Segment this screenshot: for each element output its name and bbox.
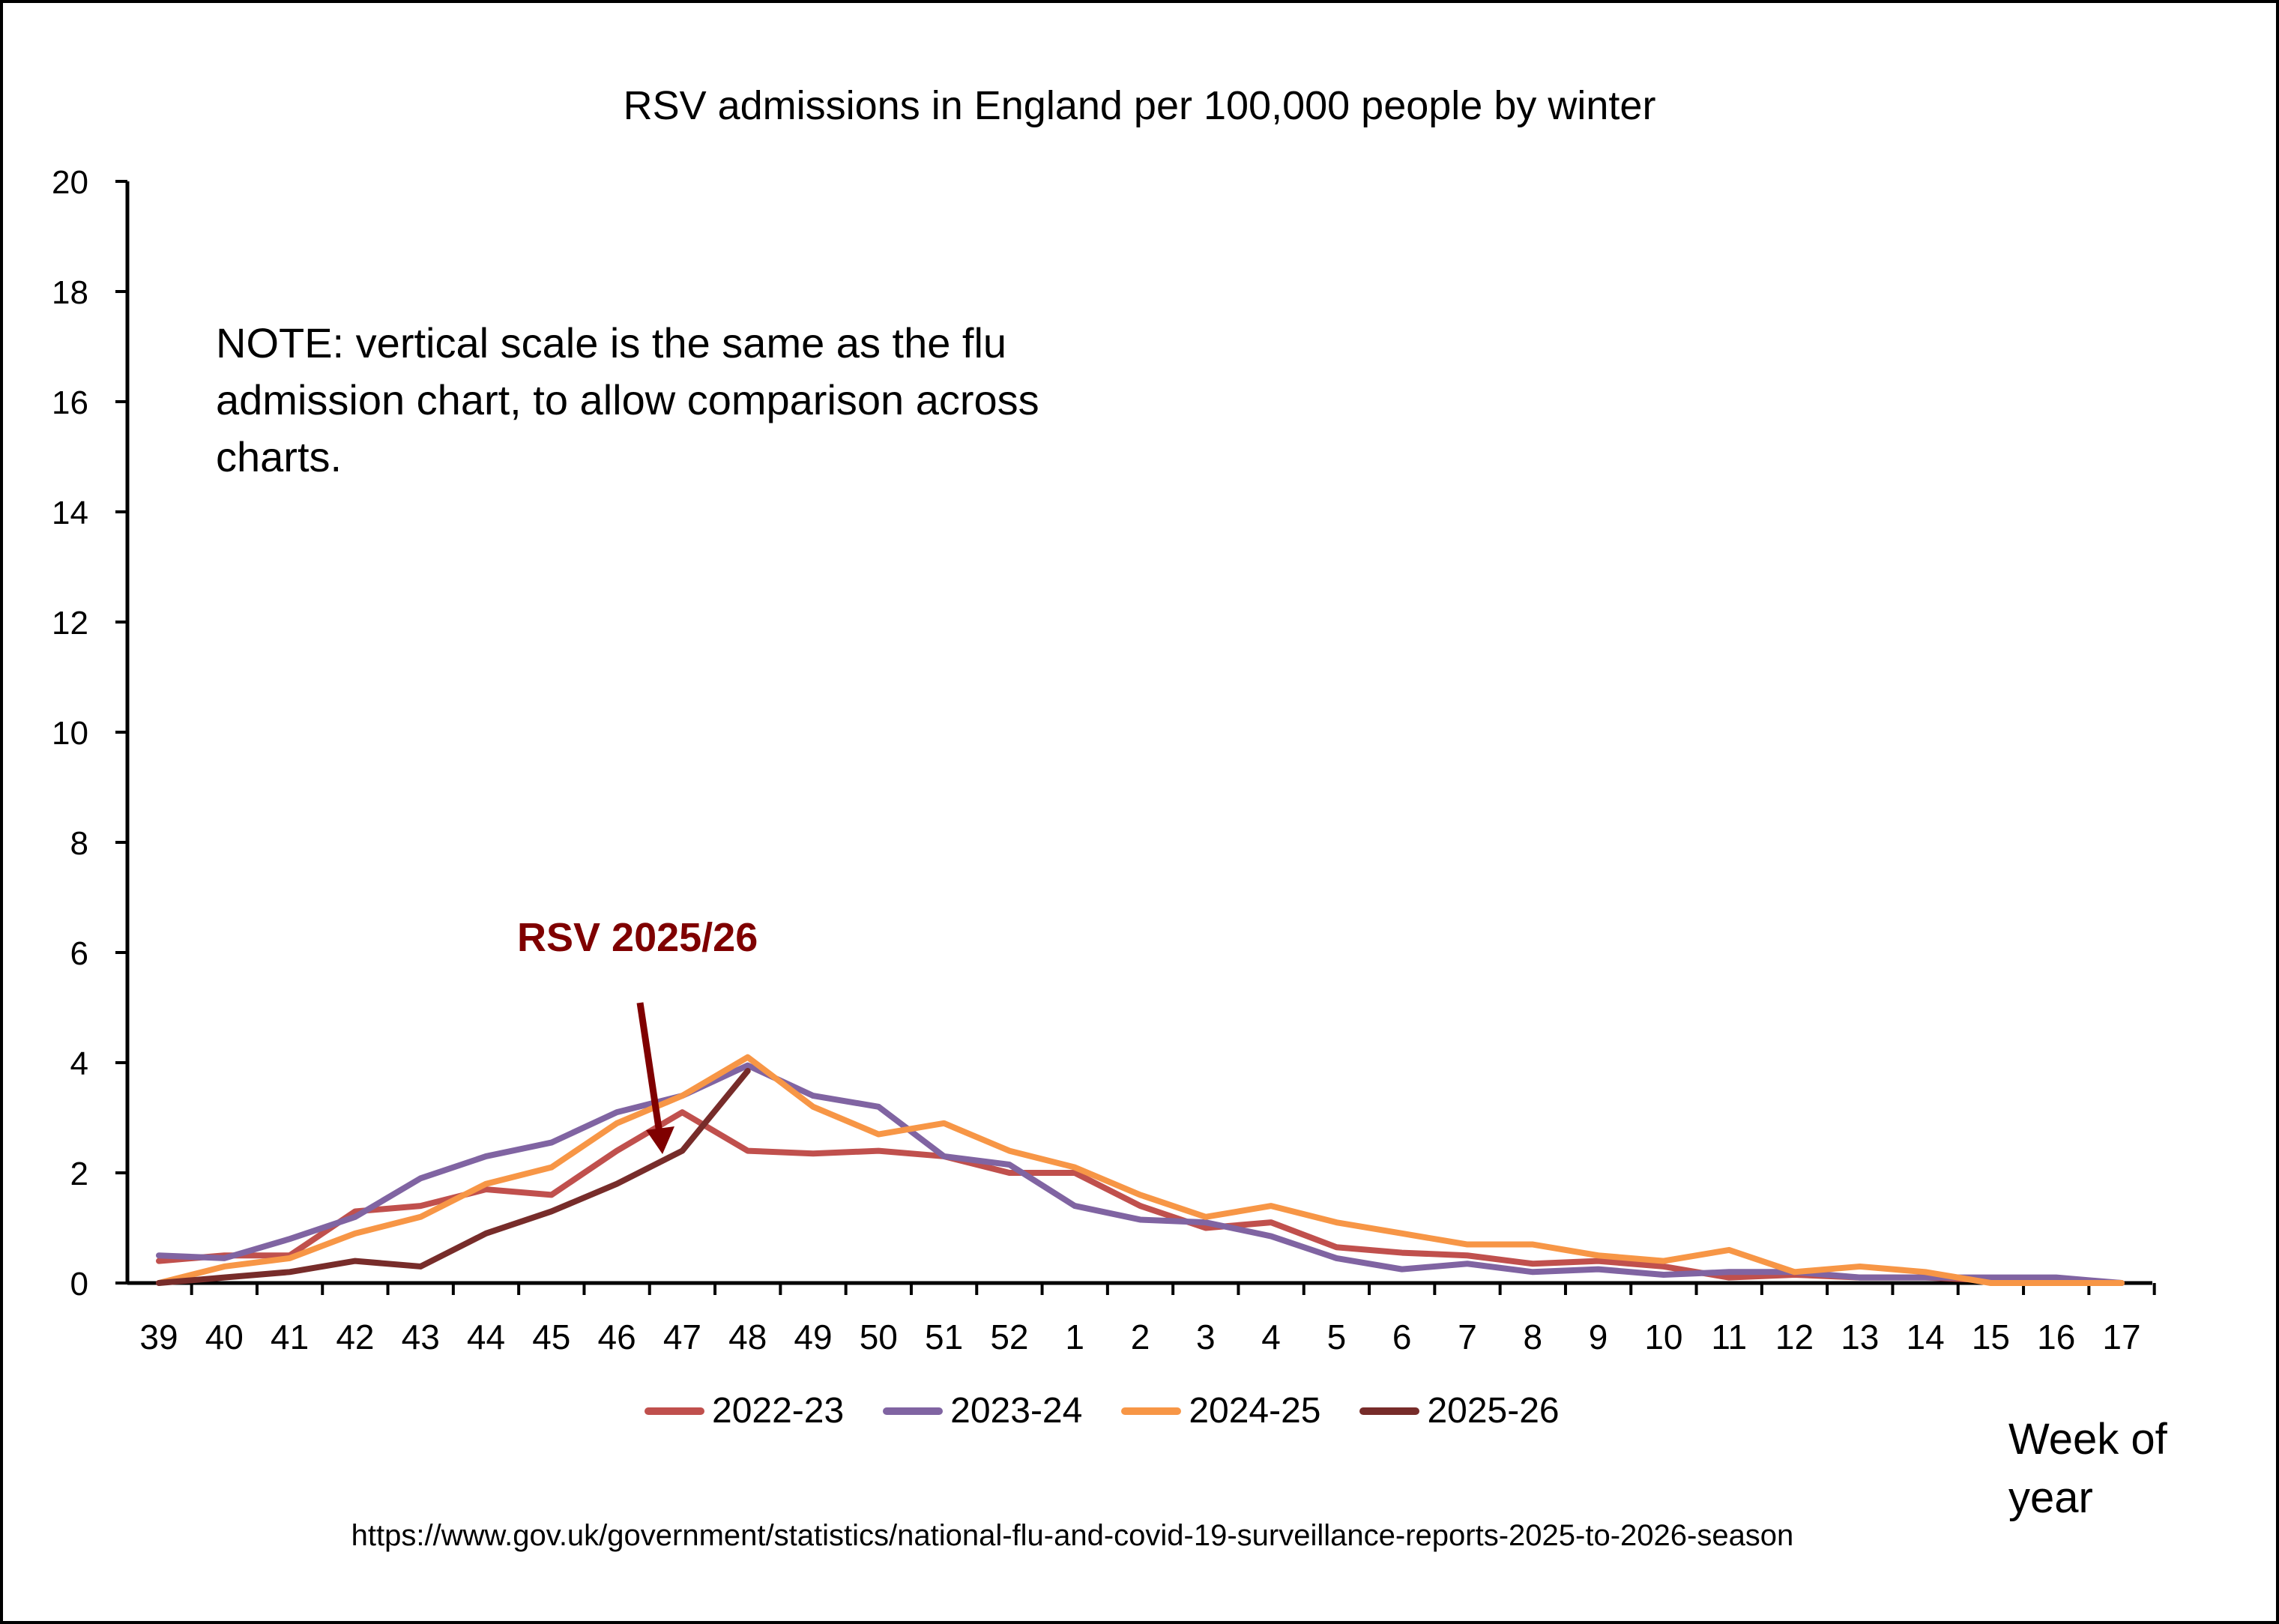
- x-tick-label: 50: [860, 1317, 898, 1356]
- x-tick-label: 48: [728, 1317, 767, 1356]
- annotation-arrow-shaft: [636, 1002, 663, 1134]
- legend-label: 2023-24: [950, 1391, 1083, 1431]
- y-tick-label: 14: [52, 495, 88, 531]
- annotation-label: RSV 2025/26: [517, 915, 758, 960]
- y-tick-label: 16: [52, 384, 88, 421]
- x-tick-label: 40: [205, 1317, 244, 1356]
- x-tick-label: 15: [1972, 1317, 2010, 1356]
- x-tick-label: 1: [1065, 1317, 1084, 1356]
- x-tick-label: 16: [2037, 1317, 2075, 1356]
- x-tick-label: 39: [139, 1317, 178, 1356]
- x-tick-label: 11: [1711, 1317, 1747, 1356]
- x-tick-label: 2: [1131, 1317, 1150, 1356]
- legend-label: 2024-25: [1189, 1391, 1321, 1431]
- x-tick-label: 14: [1907, 1317, 1945, 1356]
- x-tick-label: 3: [1196, 1317, 1216, 1356]
- x-axis-label: Week of year: [2008, 1415, 2167, 1522]
- x-tick-label: 41: [271, 1317, 309, 1356]
- x-tick-label: 46: [598, 1317, 636, 1356]
- scale-note: NOTE: vertical scale is the same as the …: [216, 319, 1039, 480]
- x-tick-label: 13: [1841, 1317, 1879, 1356]
- legend-item: 2023-24: [883, 1390, 1082, 1431]
- legend-item: 2022-23: [645, 1390, 844, 1431]
- x-tick-label: 47: [663, 1317, 701, 1356]
- legend-item: 2025-26: [1359, 1390, 1560, 1431]
- y-tick-label: 12: [52, 605, 88, 642]
- series-line-2025-26: [156, 1068, 751, 1286]
- legend-label: 2025-26: [1427, 1391, 1560, 1431]
- legend-swatch: [883, 1407, 944, 1415]
- x-tick-label: 9: [1589, 1317, 1608, 1356]
- x-tick-label: 5: [1327, 1317, 1347, 1356]
- y-tick-label: 6: [70, 935, 88, 972]
- y-tick-label: 20: [52, 164, 88, 201]
- legend-swatch: [1359, 1407, 1420, 1415]
- y-tick-label: 0: [70, 1266, 88, 1302]
- x-tick-label: 52: [990, 1317, 1028, 1356]
- x-tick-label: 17: [2102, 1317, 2140, 1356]
- legend-swatch: [1121, 1407, 1182, 1415]
- x-tick-label: 7: [1458, 1317, 1477, 1356]
- y-tick-label: 4: [70, 1045, 88, 1082]
- legend-item: 2024-25: [1121, 1390, 1320, 1431]
- source-url: https://www.gov.uk/government/statistics…: [351, 1519, 1794, 1552]
- x-tick-label: 44: [467, 1317, 505, 1356]
- legend-swatch: [645, 1407, 704, 1415]
- x-tick-label: 42: [336, 1317, 374, 1356]
- chart-title: RSV admissions in England per 100,000 pe…: [623, 83, 1656, 128]
- y-tick-label: 2: [70, 1156, 88, 1192]
- x-tick-label: 45: [532, 1317, 570, 1356]
- y-tick-label: 8: [70, 825, 88, 862]
- x-tick-label: 10: [1644, 1317, 1682, 1356]
- x-tick-label: 6: [1392, 1317, 1412, 1356]
- y-tick-label: 18: [52, 274, 88, 311]
- x-tick-label: 4: [1261, 1317, 1281, 1356]
- x-tick-label: 51: [925, 1317, 963, 1356]
- x-tick-label: 8: [1524, 1317, 1543, 1356]
- x-tick-label: 12: [1775, 1317, 1814, 1356]
- series-line-2024-25: [156, 1054, 2125, 1286]
- legend-label: 2022-23: [712, 1391, 845, 1431]
- x-tick-label: 49: [794, 1317, 832, 1356]
- annotation-arrow-head: [646, 1126, 674, 1154]
- y-tick-label: 10: [52, 715, 88, 752]
- legend: 2022-23 2023-24 2024-25 2025-26: [645, 1390, 1560, 1431]
- x-tick-label: 43: [402, 1317, 440, 1356]
